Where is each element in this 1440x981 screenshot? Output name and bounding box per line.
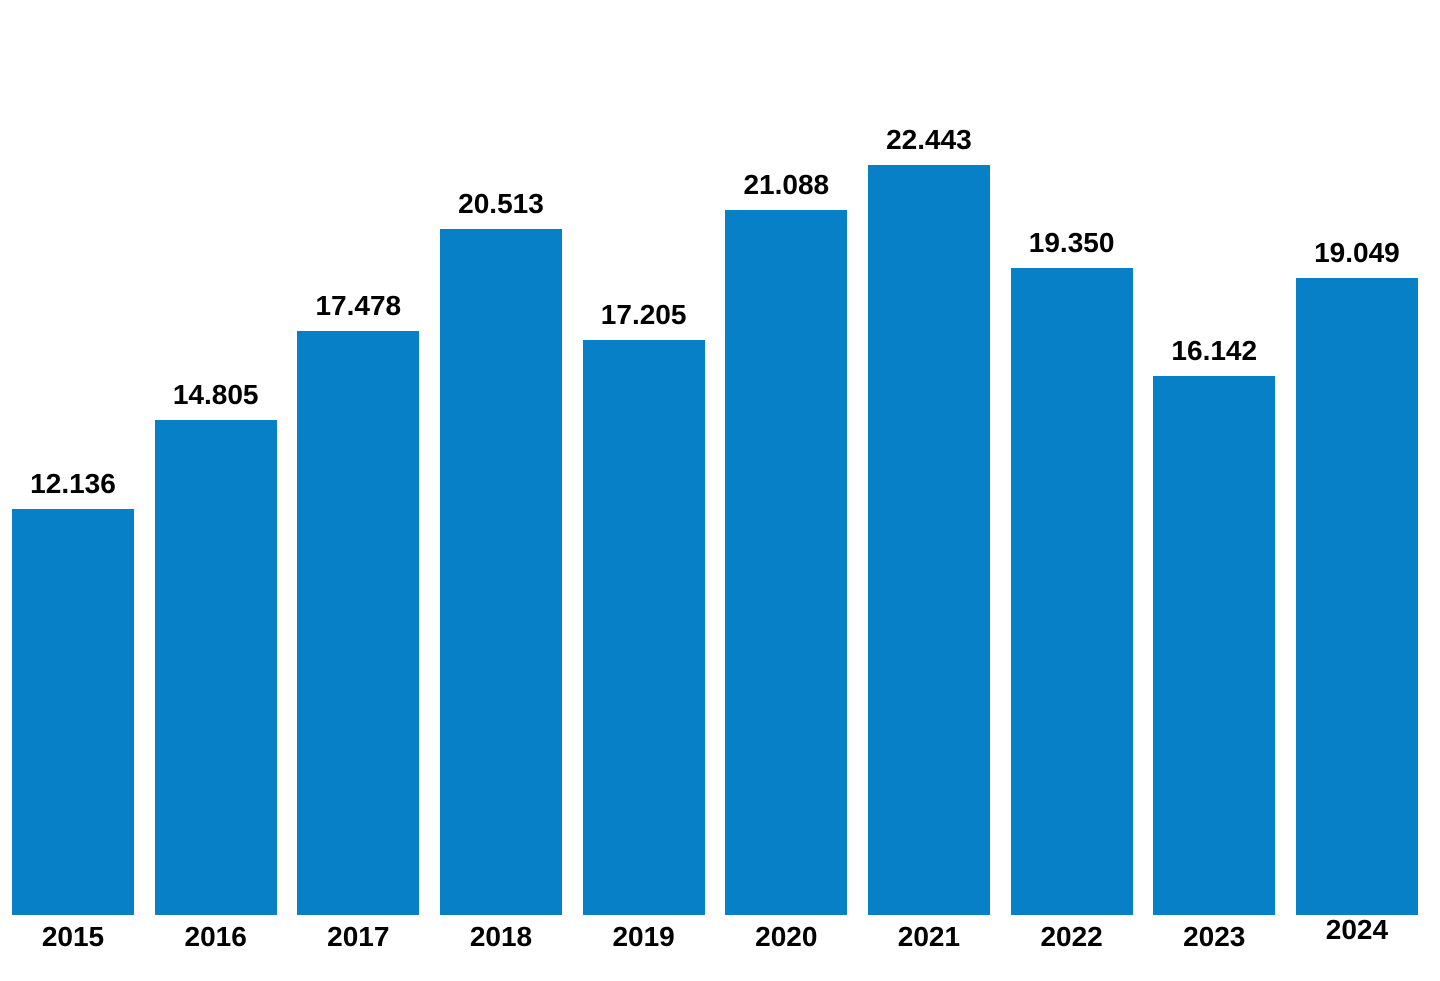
bar-value-label: 14.805 [172, 379, 259, 411]
bar-2015 [12, 509, 134, 915]
bar-column-2020: 21.088 [725, 169, 848, 915]
bar-2019 [582, 340, 705, 915]
x-axis-label-2022: 2022 [1040, 921, 1103, 952]
bar-2021 [867, 165, 990, 915]
x-axis-label-2015: 2015 [41, 921, 105, 952]
bar-value-label: 21.088 [743, 169, 830, 201]
bar-value-label: 12.136 [30, 468, 116, 500]
x-axis-label-2024: 2024 [1325, 914, 1389, 945]
x-axis-label-2023: 2023 [1183, 921, 1246, 952]
bar-2017 [297, 331, 420, 915]
bar-2018 [439, 229, 562, 915]
bar-2023 [1153, 376, 1276, 915]
x-axis-label-2017: 2017 [327, 921, 390, 952]
bar-value-label: 16.142 [1171, 335, 1258, 367]
bar-value-label: 17.205 [600, 299, 687, 331]
bar-value-label: 19.049 [1314, 237, 1400, 269]
bar-value-label: 22.443 [886, 124, 972, 156]
bar-column-2016: 14.805 [154, 379, 277, 915]
bar-2022 [1010, 268, 1133, 915]
bar-value-label: 20.513 [458, 188, 544, 220]
x-axis-label-2016: 2016 [184, 921, 247, 952]
x-axis-label-2020: 2020 [755, 921, 818, 952]
plot-area: 12.136 14.805 17.478 20.513 17.205 21.088 22.4… [12, 0, 1418, 915]
bar-column-2017: 17.478 [297, 290, 420, 915]
bar-2016 [154, 420, 277, 915]
x-axis-label-2019: 2019 [612, 921, 675, 952]
bar-2020 [725, 210, 848, 915]
bar-column-2024: 19.049 [1295, 237, 1418, 915]
bar-column-2019: 17.205 [582, 299, 705, 915]
x-axis-label-2021: 2021 [897, 921, 961, 952]
bar-value-label: 17.478 [315, 290, 402, 322]
x-axis-labels: 2015 2016 2017 2018 2019 2020 2021 2022 2023 2024 [12, 914, 1418, 953]
bar-column-2018: 20.513 [439, 188, 562, 915]
x-axis-label-2018: 2018 [469, 921, 533, 952]
bar-column-2015: 12.136 [12, 468, 134, 915]
bar-column-2023: 16.142 [1153, 335, 1276, 915]
bar-value-label: 19.350 [1028, 227, 1115, 259]
bar-column-2022: 19.350 [1010, 227, 1133, 915]
bar-column-2021: 22.443 [867, 124, 990, 915]
bar-2024 [1295, 278, 1418, 915]
